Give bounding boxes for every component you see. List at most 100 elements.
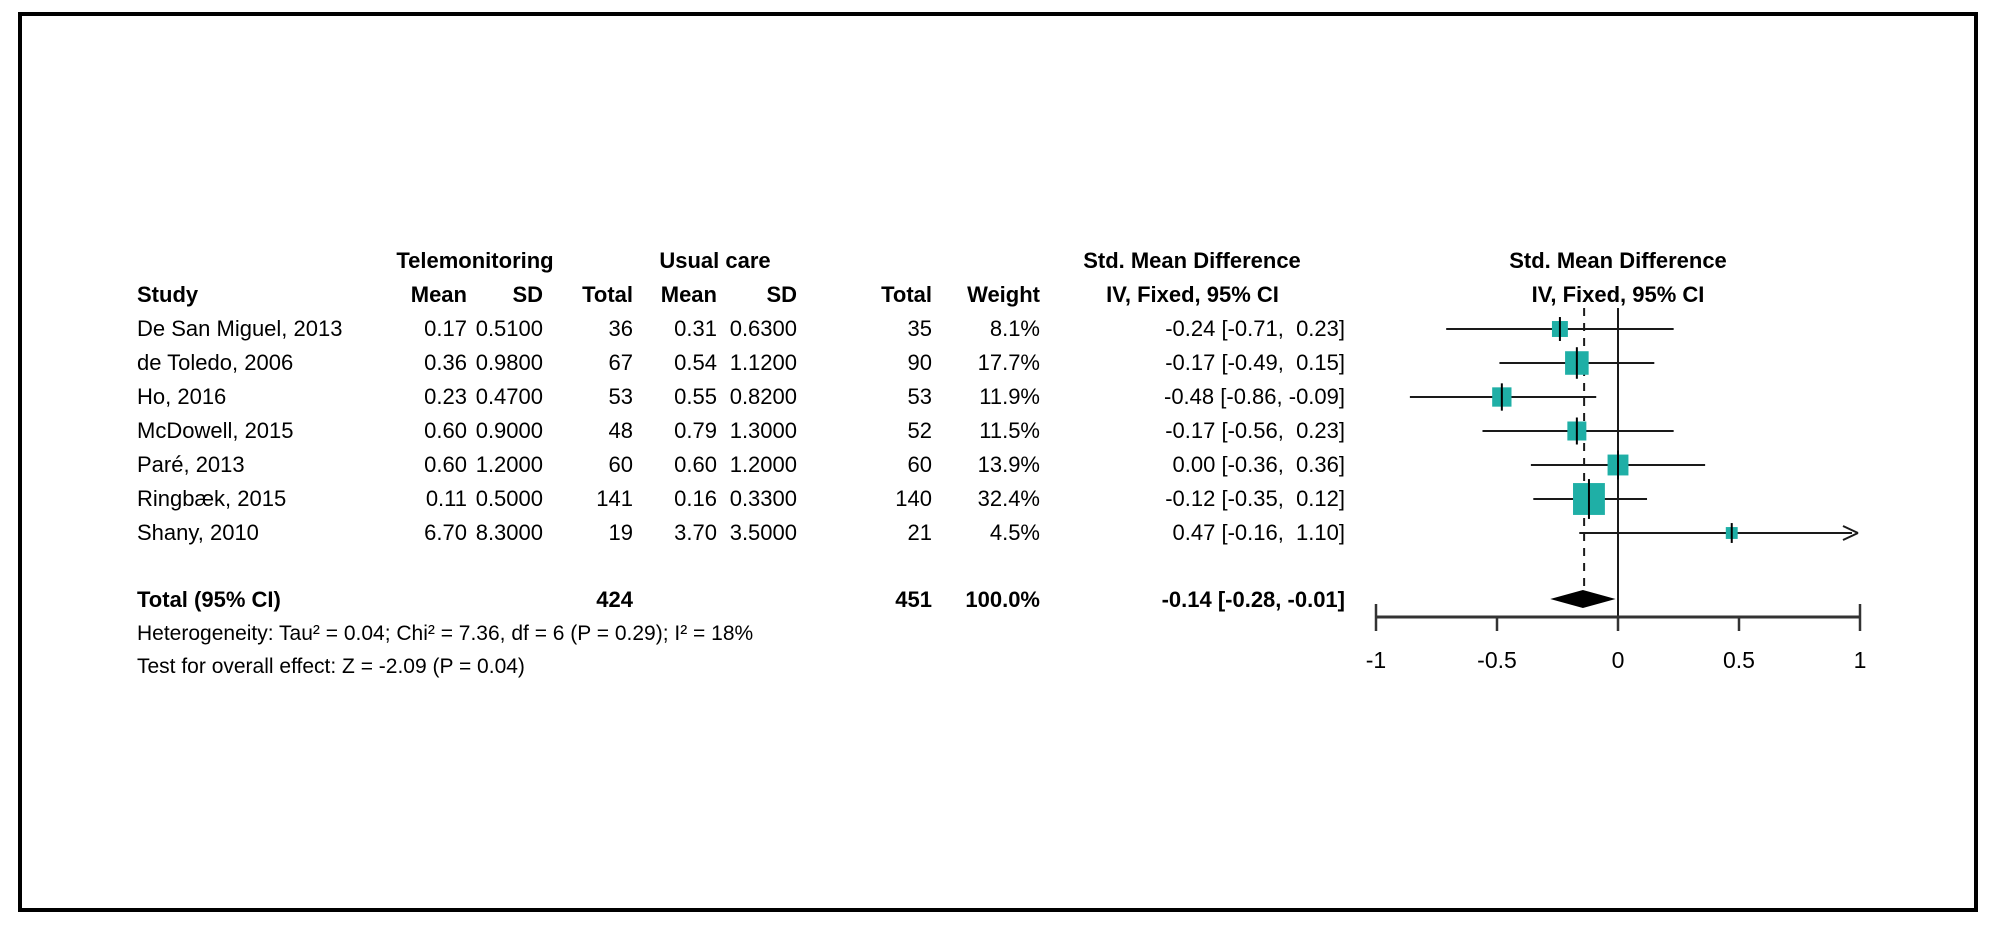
col-ctrl-total: Total	[881, 282, 932, 307]
col-weight: Weight	[967, 282, 1040, 307]
treat-mean-cell: 0.11	[425, 486, 467, 511]
treat-total-cell: 53	[608, 384, 633, 409]
ci-text-cell: -0.17 [-0.49, 0.15]	[1165, 350, 1345, 375]
ci-text-cell: -0.48 [-0.86, -0.09]	[1164, 384, 1345, 409]
treat-total-cell: 48	[608, 418, 633, 443]
study-name-cell: Ho, 2016	[137, 384, 227, 409]
weight-cell: 32.4%	[977, 486, 1040, 511]
col-ctrl-mean: Mean	[660, 282, 717, 307]
treat-mean-cell: 0.23	[424, 384, 467, 409]
ctrl-mean-cell: 0.60	[674, 452, 717, 477]
heterogeneity-note: Heterogeneity: Tau² = 0.04; Chi² = 7.36,…	[137, 622, 754, 645]
ctrl-total-cell: 60	[907, 452, 932, 477]
table-row: Ho, 2016 0.23 0.4700 53 0.55 0.8200 53 11.9% -0.…	[137, 380, 1345, 414]
treat-mean-cell: 0.60	[424, 452, 467, 477]
col-ctrl-sd: SD	[766, 282, 797, 307]
col-treat-sd: SD	[512, 282, 543, 307]
treat-mean-cell: 0.36	[424, 350, 467, 375]
weight-cell: 8.1%	[989, 316, 1040, 341]
figure-border	[18, 12, 1978, 912]
weight-cell: 4.5%	[989, 520, 1040, 545]
total-row: Total (95% CI) 424 451 100.0% -0.14 [-0.…	[137, 583, 1345, 617]
ctrl-mean-cell: 0.31	[674, 316, 717, 341]
ctrl-sd-cell: 1.2000	[729, 452, 797, 477]
study-name-cell: Ringbæk, 2015	[137, 486, 287, 511]
study-name-cell: McDowell, 2015	[137, 418, 294, 443]
study-name-cell: Paré, 2013	[137, 452, 245, 477]
ctrl-sd-cell: 0.6300	[729, 316, 797, 341]
treat-sd-cell: 1.2000	[475, 452, 543, 477]
col-treat-total: Total	[582, 282, 633, 307]
ctrl-total-cell: 53	[907, 384, 932, 409]
ci-text-cell: -0.12 [-0.35, 0.12]	[1165, 486, 1345, 511]
axis-tick-label: -0.5	[1477, 647, 1517, 673]
ci-arrow-head	[1842, 532, 1859, 541]
ctrl-mean-cell: 0.16	[674, 486, 717, 511]
ctrl-total-cell: 140	[895, 486, 932, 511]
total-treat-n: 424	[596, 587, 633, 612]
table-effect-header: Std. Mean Difference	[1083, 248, 1301, 273]
ctrl-mean-cell: 0.55	[674, 384, 717, 409]
ctrl-sd-cell: 3.5000	[729, 520, 797, 545]
plot-effect-header: Std. Mean Difference	[1509, 248, 1727, 273]
weight-cell: 17.7%	[977, 350, 1040, 375]
col-study: Study	[137, 282, 199, 307]
total-ctrl-n: 451	[895, 587, 932, 612]
treat-total-cell: 36	[608, 316, 633, 341]
ctrl-total-cell: 35	[907, 316, 932, 341]
treat-total-cell: 67	[608, 350, 633, 375]
treat-sd-cell: 0.5100	[475, 316, 543, 341]
weight-cell: 11.9%	[979, 384, 1040, 409]
total-ci-text: -0.14 [-0.28, -0.01]	[1161, 587, 1345, 612]
ci-text-cell: 0.47 [-0.16, 1.10]	[1166, 520, 1345, 545]
col-ci: IV, Fixed, 95% CI	[1106, 282, 1279, 307]
axis-tick-label: 0	[1612, 647, 1625, 673]
treat-sd-cell: 0.9800	[475, 350, 543, 375]
ctrl-total-cell: 21	[907, 520, 932, 545]
ctrl-total-cell: 52	[907, 418, 932, 443]
study-name-cell: Shany, 2010	[137, 520, 259, 545]
treat-total-cell: 60	[608, 452, 633, 477]
axis-tick-label: -1	[1366, 647, 1386, 673]
table-row: Ringbæk, 2015 0.11 0.5000 141 0.16 0.3300 140 3…	[137, 482, 1345, 516]
treat-sd-cell: 0.5000	[475, 486, 543, 511]
weight-cell: 13.9%	[977, 452, 1040, 477]
treat-total-cell: 141	[596, 486, 633, 511]
control-group-header: Usual care	[659, 248, 771, 273]
treat-sd-cell: 0.4700	[475, 384, 543, 409]
ci-text-cell: 0.00 [-0.36, 0.36]	[1166, 452, 1345, 477]
table-row: Shany, 2010 6.70 8.3000 19 3.70 3.5000 21 4.5% …	[137, 516, 1345, 550]
plot-model-header: IV, Fixed, 95% CI	[1531, 282, 1705, 307]
study-name-cell: De San Miguel, 2013	[137, 316, 343, 341]
col-treat-mean: Mean	[410, 282, 467, 307]
ctrl-sd-cell: 0.3300	[729, 486, 797, 511]
column-header-row: Study Mean SD Total Mean SD Total Weight…	[137, 278, 1345, 312]
treat-sd-cell: 8.3000	[475, 520, 543, 545]
total-weight: 100.0%	[965, 587, 1040, 612]
total-label: Total (95% CI)	[137, 587, 281, 612]
treat-mean-cell: 0.60	[424, 418, 467, 443]
overall-effect-note: Test for overall effect: Z = -2.09 (P = …	[137, 655, 525, 678]
study-name-cell: de Toledo, 2006	[137, 350, 294, 375]
ctrl-sd-cell: 1.3000	[729, 418, 797, 443]
ctrl-sd-cell: 1.1200	[729, 350, 797, 375]
treat-mean-cell: 6.70	[424, 520, 467, 545]
ctrl-mean-cell: 0.54	[674, 350, 717, 375]
axis-tick-label: 0.5	[1723, 647, 1755, 673]
treatment-group-header: Telemonitoring	[396, 248, 554, 273]
table-row: Paré, 2013 0.60 1.2000 60 0.60 1.2000 60 13.9% …	[137, 448, 1345, 482]
ctrl-mean-cell: 0.79	[674, 418, 717, 443]
ctrl-sd-cell: 0.8200	[729, 384, 797, 409]
ci-text-cell: -0.24 [-0.71, 0.23]	[1165, 316, 1345, 341]
weight-cell: 11.5%	[979, 418, 1040, 443]
total-diamond	[1550, 590, 1616, 608]
axis-tick-label: 1	[1854, 647, 1867, 673]
table-row: de Toledo, 2006 0.36 0.9800 67 0.54 1.1200 90 1…	[137, 346, 1345, 380]
ctrl-total-cell: 90	[907, 350, 932, 375]
table-row: McDowell, 2015 0.60 0.9000 48 0.79 1.3000 52 11…	[137, 414, 1345, 448]
table-row: De San Miguel, 2013 0.17 0.5100 36 0.31 0.630…	[137, 312, 1345, 346]
ci-arrow-head	[1842, 525, 1859, 534]
treat-total-cell: 19	[608, 520, 633, 545]
